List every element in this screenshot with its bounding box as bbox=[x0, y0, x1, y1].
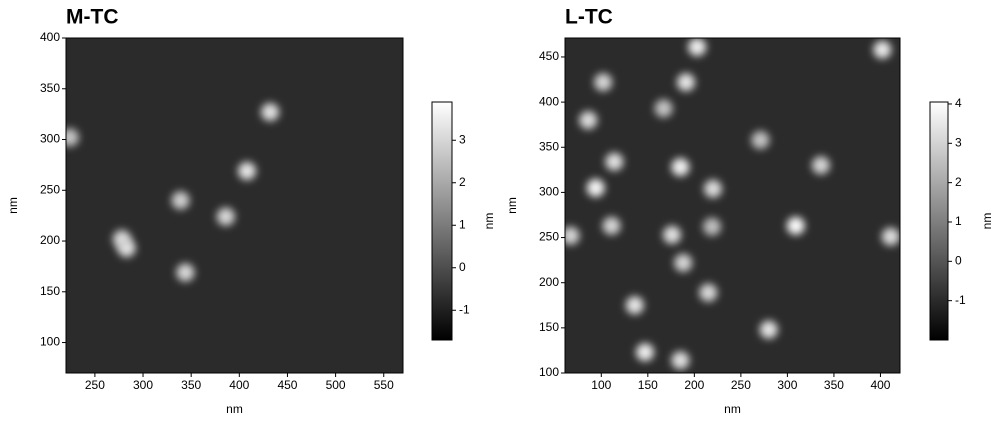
y-tick-label: 250 bbox=[40, 182, 60, 196]
height-feature bbox=[625, 296, 644, 315]
x-tick-label: 400 bbox=[229, 378, 249, 392]
plot-frame bbox=[564, 37, 901, 374]
y-tick-label: 450 bbox=[539, 49, 559, 63]
height-feature bbox=[238, 161, 257, 180]
colorbar-tick-label: -1 bbox=[459, 302, 470, 316]
image-background bbox=[66, 38, 403, 373]
height-feature bbox=[699, 283, 718, 302]
height-feature bbox=[594, 73, 613, 92]
x-tick-label: 300 bbox=[133, 378, 153, 392]
x-tick-label: 500 bbox=[326, 378, 346, 392]
height-feature bbox=[881, 227, 900, 246]
x-tick-label: 350 bbox=[824, 378, 844, 392]
y-tick-label: 250 bbox=[539, 230, 559, 244]
height-feature bbox=[811, 156, 830, 175]
height-feature bbox=[261, 103, 280, 122]
panel-title: M-TC bbox=[66, 6, 118, 29]
x-tick-label: 350 bbox=[181, 378, 201, 392]
height-feature bbox=[117, 239, 136, 258]
height-feature bbox=[586, 178, 605, 197]
x-axis-label: nm bbox=[226, 402, 243, 416]
height-feature bbox=[759, 320, 778, 339]
x-tick-label: 550 bbox=[374, 378, 394, 392]
height-feature bbox=[602, 216, 621, 235]
y-tick-label: 100 bbox=[539, 365, 559, 379]
x-tick-label: 250 bbox=[731, 378, 751, 392]
colorbar-tick-label: 0 bbox=[955, 253, 962, 267]
colorbar-label: nm bbox=[980, 213, 994, 230]
height-feature bbox=[579, 111, 598, 130]
height-feature bbox=[688, 38, 707, 57]
height-feature bbox=[676, 73, 695, 92]
y-tick-label: 400 bbox=[40, 30, 60, 44]
colorbar-tick-label: 3 bbox=[955, 135, 962, 149]
colorbar-tick-label: 3 bbox=[459, 132, 466, 146]
colorbar-tick-label: 4 bbox=[955, 96, 962, 110]
x-tick-label: 250 bbox=[85, 378, 105, 392]
panel-title: L-TC bbox=[565, 6, 613, 29]
image-background bbox=[565, 38, 900, 373]
height-feature bbox=[703, 217, 722, 236]
colorbar-tick-label: 0 bbox=[459, 260, 466, 274]
y-tick-label: 350 bbox=[539, 139, 559, 153]
height-feature bbox=[171, 191, 190, 210]
height-feature bbox=[605, 152, 624, 171]
colorbar-tick-label: 2 bbox=[955, 175, 962, 189]
height-feature bbox=[176, 263, 195, 282]
colorbar-label: nm bbox=[482, 213, 496, 230]
height-feature bbox=[751, 131, 770, 150]
x-tick-label: 100 bbox=[591, 378, 611, 392]
height-feature bbox=[636, 343, 655, 362]
y-tick-label: 200 bbox=[539, 275, 559, 289]
y-tick-label: 300 bbox=[539, 185, 559, 199]
x-tick-label: 200 bbox=[684, 378, 704, 392]
image-features bbox=[565, 38, 900, 370]
y-tick-label: 150 bbox=[539, 320, 559, 334]
x-tick-label: 300 bbox=[777, 378, 797, 392]
colorbar-tick-label: 2 bbox=[459, 175, 466, 189]
x-tick-label: 400 bbox=[870, 378, 890, 392]
height-feature bbox=[671, 158, 690, 177]
colorbar bbox=[431, 101, 453, 341]
colorbar bbox=[929, 101, 949, 341]
colorbar-tick-label: -1 bbox=[955, 293, 966, 307]
y-tick-label: 350 bbox=[40, 81, 60, 95]
height-feature bbox=[671, 351, 690, 370]
height-feature bbox=[66, 128, 79, 147]
height-feature bbox=[565, 226, 580, 245]
height-feature bbox=[703, 179, 722, 198]
x-axis-label: nm bbox=[724, 402, 741, 416]
y-axis-label: nm bbox=[6, 197, 20, 214]
height-feature bbox=[654, 99, 673, 118]
y-tick-label: 200 bbox=[40, 233, 60, 247]
y-tick-label: 400 bbox=[539, 94, 559, 108]
height-feature bbox=[786, 216, 805, 235]
height-feature bbox=[674, 253, 693, 272]
height-feature bbox=[663, 225, 682, 244]
y-tick-label: 300 bbox=[40, 132, 60, 146]
y-axis-label: nm bbox=[505, 197, 519, 214]
colorbar-tick-label: 1 bbox=[459, 217, 466, 231]
x-tick-label: 150 bbox=[638, 378, 658, 392]
y-tick-label: 100 bbox=[40, 335, 60, 349]
image-features bbox=[66, 103, 280, 282]
y-tick-label: 150 bbox=[40, 284, 60, 298]
x-tick-label: 450 bbox=[277, 378, 297, 392]
height-feature bbox=[216, 207, 235, 226]
height-feature bbox=[873, 40, 892, 59]
colorbar-tick-label: 1 bbox=[955, 214, 962, 228]
plot-frame bbox=[65, 37, 404, 374]
